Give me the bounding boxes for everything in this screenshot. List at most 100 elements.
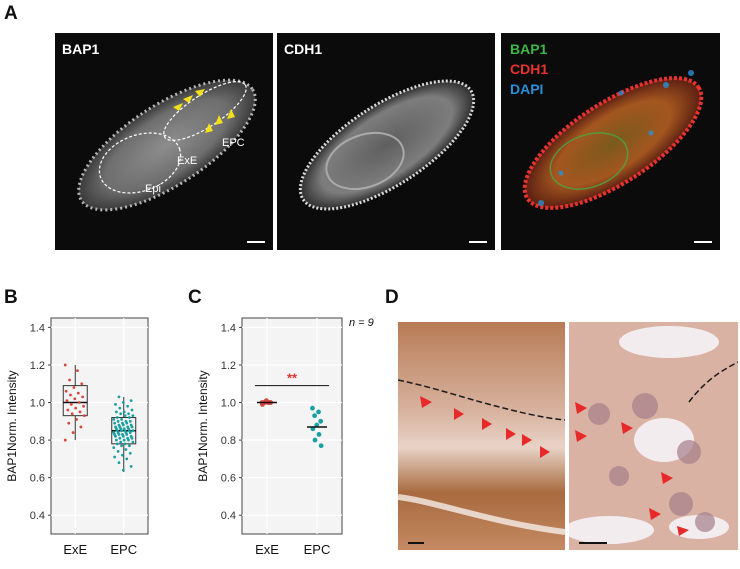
data-point (78, 410, 82, 414)
label-epc: EPC (222, 137, 245, 149)
data-point (68, 378, 71, 382)
chart-panel-b: 0.4 0.6 0.8 1.0 1.2 1.4 ExE EPC BAP1Norm. Intens… (5, 317, 149, 557)
panel-label-a: A (4, 3, 18, 24)
data-point (69, 403, 73, 406)
histology-right (569, 322, 738, 550)
data-point (312, 437, 318, 443)
y-axis-label: BAP1Norm. Intensity (196, 370, 210, 481)
data-point (122, 438, 126, 442)
data-point (114, 438, 118, 442)
scale-bar (469, 241, 487, 243)
data-point (120, 444, 123, 448)
plot-area (50, 317, 149, 535)
data-point (126, 404, 130, 408)
data-point (79, 425, 83, 429)
data-point (114, 403, 117, 406)
data-point (129, 399, 133, 403)
panel-label-d: D (385, 287, 399, 308)
data-point (63, 363, 67, 367)
y-tick-label: 0.8 (221, 435, 236, 447)
data-point (119, 412, 123, 416)
data-point (128, 416, 131, 419)
arrow-icon (173, 89, 235, 133)
y-axis-label: BAP1Norm. Intensity (5, 370, 19, 481)
data-point (131, 440, 135, 444)
data-point (77, 401, 81, 404)
data-point (63, 438, 67, 442)
data-point (67, 421, 71, 425)
data-point (120, 418, 123, 421)
data-point (119, 440, 123, 444)
y-tick-label: 1.0 (30, 398, 45, 410)
data-point (118, 406, 122, 410)
x-tick-label: ExE (63, 542, 87, 557)
data-point (82, 414, 86, 418)
arrow-icon (575, 402, 689, 536)
data-point (66, 408, 70, 412)
data-point (116, 419, 120, 423)
y-tick-label: 1.2 (30, 360, 45, 372)
y-tick-label: 1.4 (30, 322, 45, 334)
data-point (127, 438, 130, 442)
data-point (117, 395, 121, 399)
data-point (122, 410, 126, 414)
channel-label-bap1: BAP1 (62, 41, 100, 57)
y-tick-label: 0.6 (221, 473, 236, 485)
label-epi: Epi (145, 183, 161, 195)
micrograph-bap1: BAP1 ExE EPC Epi (55, 33, 273, 250)
data-point (114, 434, 117, 438)
box (62, 385, 88, 417)
arrow-icon (420, 396, 550, 458)
data-point (318, 443, 324, 449)
data-point (118, 436, 122, 440)
data-point (121, 434, 125, 438)
y-tick-label: 0.4 (30, 510, 45, 522)
x-tick-label: ExE (255, 542, 279, 557)
data-point (70, 412, 74, 416)
data-point (310, 405, 315, 411)
data-point (65, 399, 69, 403)
channel-label-merge-dapi: DAPI (510, 81, 544, 97)
y-tick-label: 0.4 (221, 510, 236, 522)
data-point (64, 389, 68, 393)
data-point (73, 397, 77, 401)
data-point (120, 429, 123, 433)
data-point (76, 369, 79, 372)
channel-label-cdh1: CDH1 (284, 41, 323, 57)
data-point (127, 412, 130, 416)
x-tick-label: EPC (304, 542, 331, 557)
data-point (82, 404, 85, 408)
data-point (113, 455, 117, 459)
data-point (117, 433, 121, 436)
data-point (117, 461, 121, 465)
y-tick-label: 0.8 (30, 435, 45, 447)
y-tick-label: 1.4 (221, 322, 236, 334)
scale-bar (694, 241, 712, 243)
data-point (121, 423, 125, 427)
data-point (114, 410, 118, 414)
sample-size-label: n = 9 (349, 317, 374, 329)
micrograph-cdh1: CDH1 (277, 33, 495, 250)
data-point (316, 409, 321, 415)
histology-left (398, 322, 565, 550)
data-point (125, 421, 129, 425)
data-point (128, 419, 132, 423)
data-point (312, 413, 318, 419)
channel-label-merge-bap1: BAP1 (510, 41, 548, 57)
data-point (121, 453, 124, 457)
data-point (130, 408, 134, 412)
data-point (125, 433, 129, 436)
chart-panel-c: 0.4 0.6 0.8 1.0 1.2 1.4 ExE EPC BAP1Norm. Intens… (196, 317, 343, 557)
data-point (131, 429, 135, 433)
data-point (130, 425, 134, 429)
panel-label-b: B (4, 287, 18, 308)
data-point (69, 393, 72, 397)
scale-bar (247, 241, 265, 243)
data-point (113, 421, 117, 425)
panel-label-c: C (188, 287, 202, 308)
data-point (123, 442, 127, 446)
data-point (121, 468, 125, 472)
data-point (316, 432, 322, 437)
data-point (112, 446, 116, 449)
data-point (124, 448, 128, 451)
